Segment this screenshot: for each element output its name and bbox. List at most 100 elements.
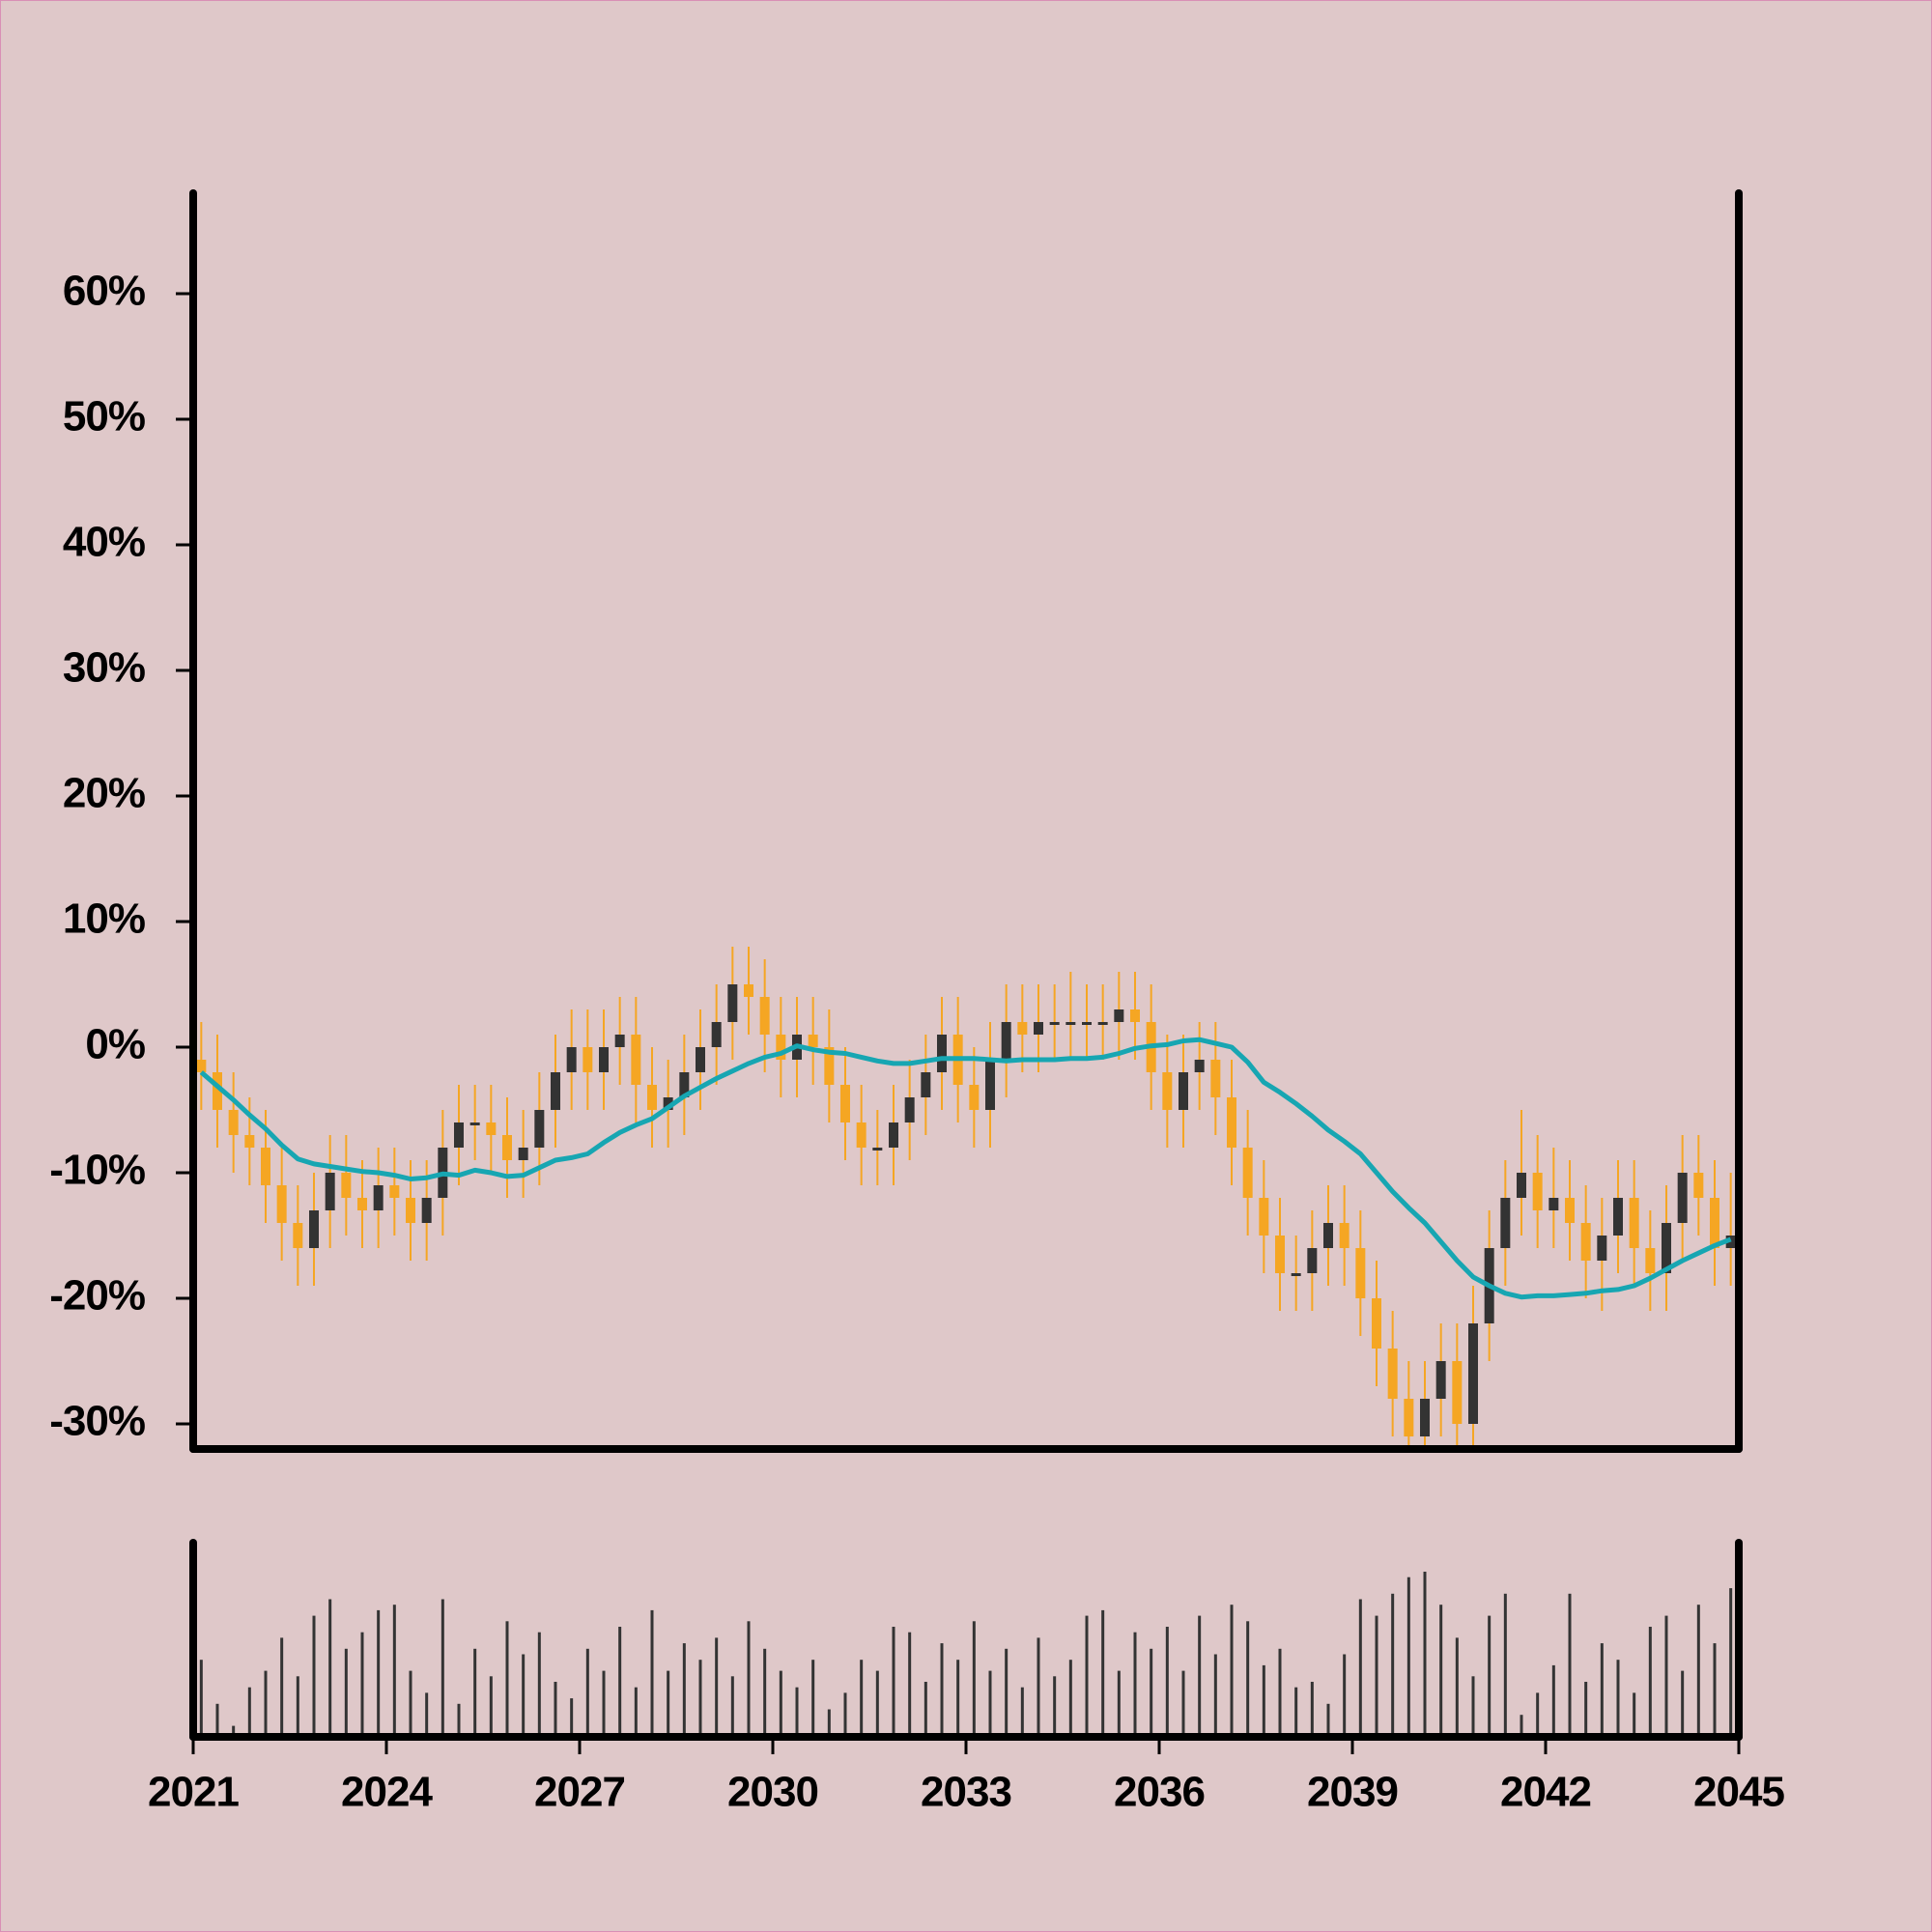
candle-body	[1194, 1060, 1205, 1072]
candle-body	[502, 1135, 512, 1160]
volume-bar	[667, 1670, 670, 1737]
candle-body	[1259, 1198, 1269, 1236]
candle-body	[1114, 1009, 1124, 1022]
volume-bar	[1053, 1676, 1057, 1737]
candle-body	[1339, 1223, 1350, 1248]
candle-body	[985, 1060, 995, 1110]
candle-body	[1532, 1173, 1543, 1210]
axes: -30% -20% -10% 0% 10% 20% 30% 40% 50% 60% 2021 2024…	[49, 189, 1785, 1816]
y-tick-label: 30%	[63, 644, 145, 692]
candle-body	[744, 984, 753, 997]
volume-bar	[1133, 1632, 1137, 1737]
candle-body	[261, 1148, 270, 1185]
volume-bar	[698, 1660, 702, 1737]
candle-body	[856, 1122, 867, 1148]
candle-body	[196, 1060, 207, 1072]
volume-bar	[1150, 1648, 1153, 1737]
volume-bar	[811, 1660, 815, 1737]
candle-body	[1179, 1072, 1188, 1110]
volume-bar	[522, 1654, 526, 1737]
candle-body	[1517, 1173, 1526, 1198]
volume-bar	[988, 1670, 992, 1737]
volume-bar	[860, 1660, 864, 1737]
volume-bar	[763, 1648, 767, 1737]
y-tick-label: 0%	[85, 1021, 145, 1068]
candle-body	[582, 1047, 593, 1072]
candle-body	[276, 1185, 287, 1223]
candle-body	[1372, 1298, 1381, 1349]
candle-body	[454, 1122, 464, 1148]
candle-body	[357, 1198, 367, 1210]
volume-bar	[908, 1632, 912, 1737]
volume-bar	[1391, 1593, 1395, 1737]
candle-body	[1355, 1248, 1366, 1298]
candle-body	[1500, 1198, 1511, 1248]
candle-body	[776, 1035, 786, 1060]
volume-bar	[489, 1676, 493, 1737]
volume-bar	[1085, 1615, 1089, 1737]
volume-bar	[344, 1648, 348, 1737]
x-tick-label: 2030	[727, 1769, 818, 1816]
candle-body	[808, 1035, 818, 1047]
x-tick-label: 2036	[1114, 1769, 1205, 1816]
volume-bar	[1068, 1660, 1072, 1737]
volume-bar	[537, 1632, 541, 1737]
candle-body	[228, 1110, 239, 1135]
moving-average-line	[199, 1037, 1732, 1300]
volume-bar	[1584, 1682, 1588, 1737]
volume-bar	[1551, 1664, 1555, 1737]
candle-body	[679, 1072, 690, 1097]
candle-body	[293, 1223, 303, 1248]
candle-body	[309, 1210, 319, 1248]
candle-body	[1580, 1223, 1591, 1261]
volume-bar	[328, 1599, 332, 1737]
candle-body	[872, 1148, 883, 1151]
volume-bar	[1536, 1692, 1540, 1737]
volume-bar	[554, 1682, 557, 1737]
volume-bar	[1294, 1687, 1298, 1737]
volume-bar	[425, 1692, 429, 1737]
candle-body	[1613, 1198, 1623, 1236]
candle-body	[1001, 1022, 1011, 1060]
volume-bar	[570, 1698, 574, 1737]
volume-bar	[1262, 1664, 1265, 1737]
volume-bar	[843, 1692, 847, 1737]
x-tick-label: 2027	[534, 1769, 625, 1816]
volume-bar	[956, 1660, 960, 1737]
candle-body	[1710, 1198, 1719, 1248]
volume-bar	[232, 1725, 236, 1737]
candle-body	[889, 1122, 898, 1148]
candle-body	[469, 1122, 480, 1125]
volume-bar	[1213, 1654, 1217, 1737]
volume-bar	[827, 1709, 831, 1737]
volume-bar	[618, 1627, 622, 1737]
volume-panel	[199, 1572, 1733, 1737]
volume-bar	[730, 1676, 734, 1737]
volume-bar	[1310, 1682, 1314, 1737]
candle-body	[696, 1047, 705, 1072]
volume-bar	[1616, 1660, 1620, 1737]
volume-bar	[1005, 1648, 1009, 1737]
volume-bar	[377, 1609, 381, 1737]
candle-body	[1387, 1349, 1398, 1399]
volume-bar	[1358, 1599, 1362, 1737]
candle-body	[711, 1022, 722, 1047]
candle-body	[824, 1047, 835, 1085]
candle-body	[486, 1122, 497, 1135]
candle-body	[566, 1047, 577, 1072]
volume-bar	[247, 1687, 251, 1737]
candle-body	[1017, 1022, 1028, 1035]
volume-bar	[972, 1621, 976, 1737]
candle-body	[1662, 1223, 1671, 1273]
x-tick-label: 2039	[1307, 1769, 1398, 1816]
x-tick-label: 2045	[1693, 1769, 1784, 1816]
candle-body	[551, 1072, 560, 1110]
volume-bar	[923, 1682, 927, 1737]
volume-bar	[505, 1621, 509, 1737]
candle-body	[1629, 1198, 1639, 1248]
volume-bar	[1165, 1627, 1169, 1737]
candle-body	[1323, 1223, 1333, 1248]
candle-body	[1210, 1060, 1221, 1097]
volume-bar	[1020, 1687, 1024, 1737]
